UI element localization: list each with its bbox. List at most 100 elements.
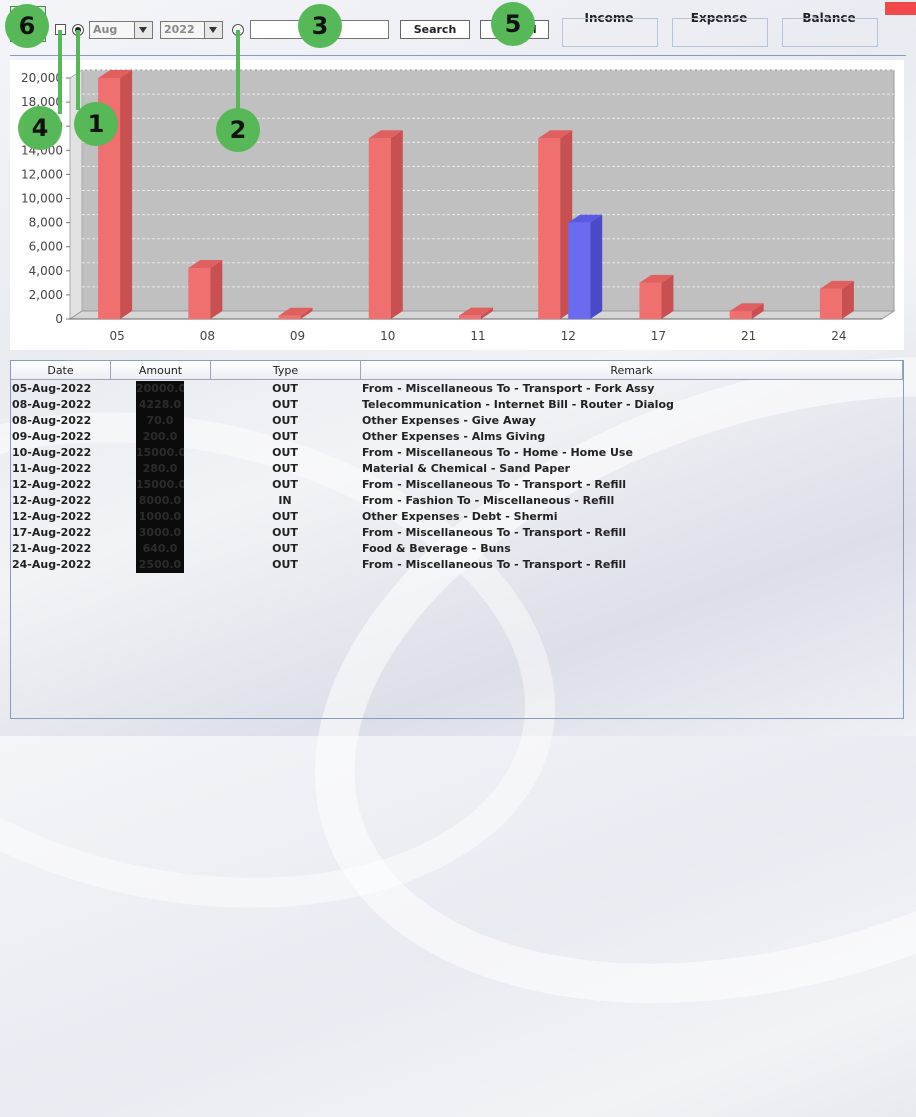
table-row[interactable]: 09-Aug-2022 200.0 OUT Other Expenses - Alms… bbox=[11, 429, 903, 445]
x-tick-label: 17 bbox=[651, 329, 666, 343]
header-amount[interactable]: Amount bbox=[111, 361, 211, 380]
bar-out-side bbox=[390, 130, 403, 319]
callout-3: 3 bbox=[298, 4, 342, 48]
cell-type: OUT bbox=[272, 542, 298, 555]
y-tick-label: 20,000 bbox=[21, 71, 63, 85]
bar-out-top bbox=[729, 303, 764, 312]
x-tick-label: 11 bbox=[470, 329, 485, 343]
bar-out-side bbox=[841, 280, 854, 319]
cell-date: 09-Aug-2022 bbox=[12, 430, 92, 443]
table-row[interactable]: 24-Aug-2022 2500.0 OUT From - Miscellaneous… bbox=[11, 557, 903, 573]
bar-out bbox=[459, 315, 481, 319]
cell-amount: 15000.0 bbox=[136, 477, 184, 493]
table-row[interactable]: 17-Aug-2022 3000.0 OUT From - Miscellaneous… bbox=[11, 525, 903, 541]
toolbar: Aug 2022 Search Overall Income Expense B… bbox=[0, 0, 916, 56]
year-select-value: 2022 bbox=[164, 23, 195, 36]
income-field bbox=[562, 18, 658, 47]
bar-out-side bbox=[751, 303, 764, 319]
chevron-down-icon[interactable] bbox=[134, 22, 152, 38]
cell-type: OUT bbox=[272, 526, 298, 539]
x-tick-label: 08 bbox=[200, 329, 215, 343]
transactions-table[interactable]: Date Amount Type Remark 05-Aug-2022 20000… bbox=[10, 360, 904, 719]
bar-out-top bbox=[278, 307, 313, 316]
table-row[interactable]: 05-Aug-2022 20000.0 OUT From - Miscellaneou… bbox=[11, 381, 903, 397]
table-row[interactable]: 11-Aug-2022 280.0 OUT Material & Chemical -… bbox=[11, 461, 903, 477]
close-indicator[interactable] bbox=[885, 2, 916, 15]
table-row[interactable]: 12-Aug-2022 15000.0 OUT From - Miscellaneou… bbox=[11, 477, 903, 493]
cell-remark: From - Miscellaneous To - Home - Home Us… bbox=[362, 446, 633, 459]
cell-date: 12-Aug-2022 bbox=[12, 494, 92, 507]
cell-amount: 640.0 bbox=[136, 541, 184, 557]
cell-amount: 8000.0 bbox=[136, 493, 184, 509]
bar-out-side bbox=[300, 307, 313, 319]
bar-out-side bbox=[481, 307, 493, 319]
x-tick-label: 12 bbox=[561, 329, 576, 343]
callout-5: 5 bbox=[491, 2, 535, 46]
cell-type: OUT bbox=[272, 382, 298, 395]
cell-remark: Other Expenses - Give Away bbox=[362, 414, 536, 427]
y-tick-label: 10,000 bbox=[21, 192, 63, 206]
table-row[interactable]: 08-Aug-2022 4228.0 OUT Telecommunication - … bbox=[11, 397, 903, 413]
search-button[interactable]: Search bbox=[400, 20, 470, 39]
bar-out-top bbox=[538, 130, 573, 139]
toolbar-divider bbox=[10, 55, 906, 56]
callout-4: 4 bbox=[18, 106, 62, 150]
cell-remark: Other Expenses - Alms Giving bbox=[362, 430, 546, 443]
cell-date: 10-Aug-2022 bbox=[12, 446, 92, 459]
balance-field bbox=[782, 18, 878, 47]
header-remark[interactable]: Remark bbox=[361, 361, 903, 380]
table-row[interactable]: 12-Aug-2022 8000.0 IN From - Fashion To - M… bbox=[11, 493, 903, 509]
cell-remark: Other Expenses - Debt - Shermi bbox=[362, 510, 558, 523]
cell-date: 08-Aug-2022 bbox=[12, 398, 92, 411]
cell-amount: 280.0 bbox=[136, 461, 184, 477]
bar-out bbox=[639, 282, 662, 319]
bar-out bbox=[278, 315, 301, 319]
table-row[interactable]: 10-Aug-2022 15000.0 OUT From - Miscellaneou… bbox=[11, 445, 903, 461]
x-tick-label: 09 bbox=[290, 329, 305, 343]
y-tick-label: 0 bbox=[55, 312, 63, 326]
cell-date: 21-Aug-2022 bbox=[12, 542, 92, 555]
cell-type: OUT bbox=[272, 462, 298, 475]
chevron-down-icon[interactable] bbox=[204, 22, 222, 38]
cell-amount: 3000.0 bbox=[136, 525, 184, 541]
x-tick-label: 10 bbox=[380, 329, 395, 343]
cell-remark: From - Miscellaneous To - Transport - Fo… bbox=[362, 382, 655, 395]
bar-in bbox=[568, 222, 591, 319]
y-tick-label: 6,000 bbox=[29, 240, 63, 254]
month-select-value: Aug bbox=[93, 23, 118, 36]
bar-out bbox=[538, 138, 561, 319]
callout-leader bbox=[58, 30, 62, 114]
header-date[interactable]: Date bbox=[11, 361, 111, 380]
cell-remark: Food & Beverage - Buns bbox=[362, 542, 511, 555]
bar-out bbox=[188, 268, 211, 319]
cell-date: 08-Aug-2022 bbox=[12, 414, 92, 427]
table-row[interactable]: 12-Aug-2022 1000.0 OUT Other Expenses - Deb… bbox=[11, 509, 903, 525]
cell-type: OUT bbox=[272, 558, 298, 571]
cell-date: 12-Aug-2022 bbox=[12, 478, 92, 491]
y-tick-label: 8,000 bbox=[29, 216, 63, 230]
cell-amount: 4228.0 bbox=[136, 397, 184, 413]
cell-date: 05-Aug-2022 bbox=[12, 382, 92, 395]
table-header: Date Amount Type Remark bbox=[11, 361, 903, 380]
cell-type: OUT bbox=[272, 446, 298, 459]
bar-out-top bbox=[459, 307, 493, 316]
year-select[interactable]: 2022 bbox=[160, 21, 223, 39]
y-tick-label: 2,000 bbox=[29, 288, 63, 302]
cell-remark: From - Miscellaneous To - Transport - Re… bbox=[362, 526, 627, 539]
bar-out-top bbox=[188, 260, 223, 269]
y-tick-label: 4,000 bbox=[29, 264, 63, 278]
callout-2: 2 bbox=[216, 108, 260, 152]
header-type[interactable]: Type bbox=[211, 361, 361, 380]
bar-out-side bbox=[661, 274, 674, 319]
table-row[interactable]: 08-Aug-2022 70.0 OUT Other Expenses - Give … bbox=[11, 413, 903, 429]
expense-field bbox=[672, 18, 768, 47]
table-row[interactable]: 21-Aug-2022 640.0 OUT Food & Beverage - Bun… bbox=[11, 541, 903, 557]
cell-type: OUT bbox=[272, 398, 298, 411]
bar-out bbox=[819, 288, 842, 319]
cell-remark: From - Miscellaneous To - Transport - Re… bbox=[362, 478, 627, 491]
chart-panel: 0 2,000 4,000 6,000 8,000 10,000 12,000 14,000 1… bbox=[10, 60, 904, 350]
month-select[interactable]: Aug bbox=[89, 21, 153, 39]
cell-type: OUT bbox=[272, 478, 298, 491]
bar-out-side bbox=[120, 70, 133, 319]
y-tick-label: 18,000 bbox=[21, 95, 63, 109]
